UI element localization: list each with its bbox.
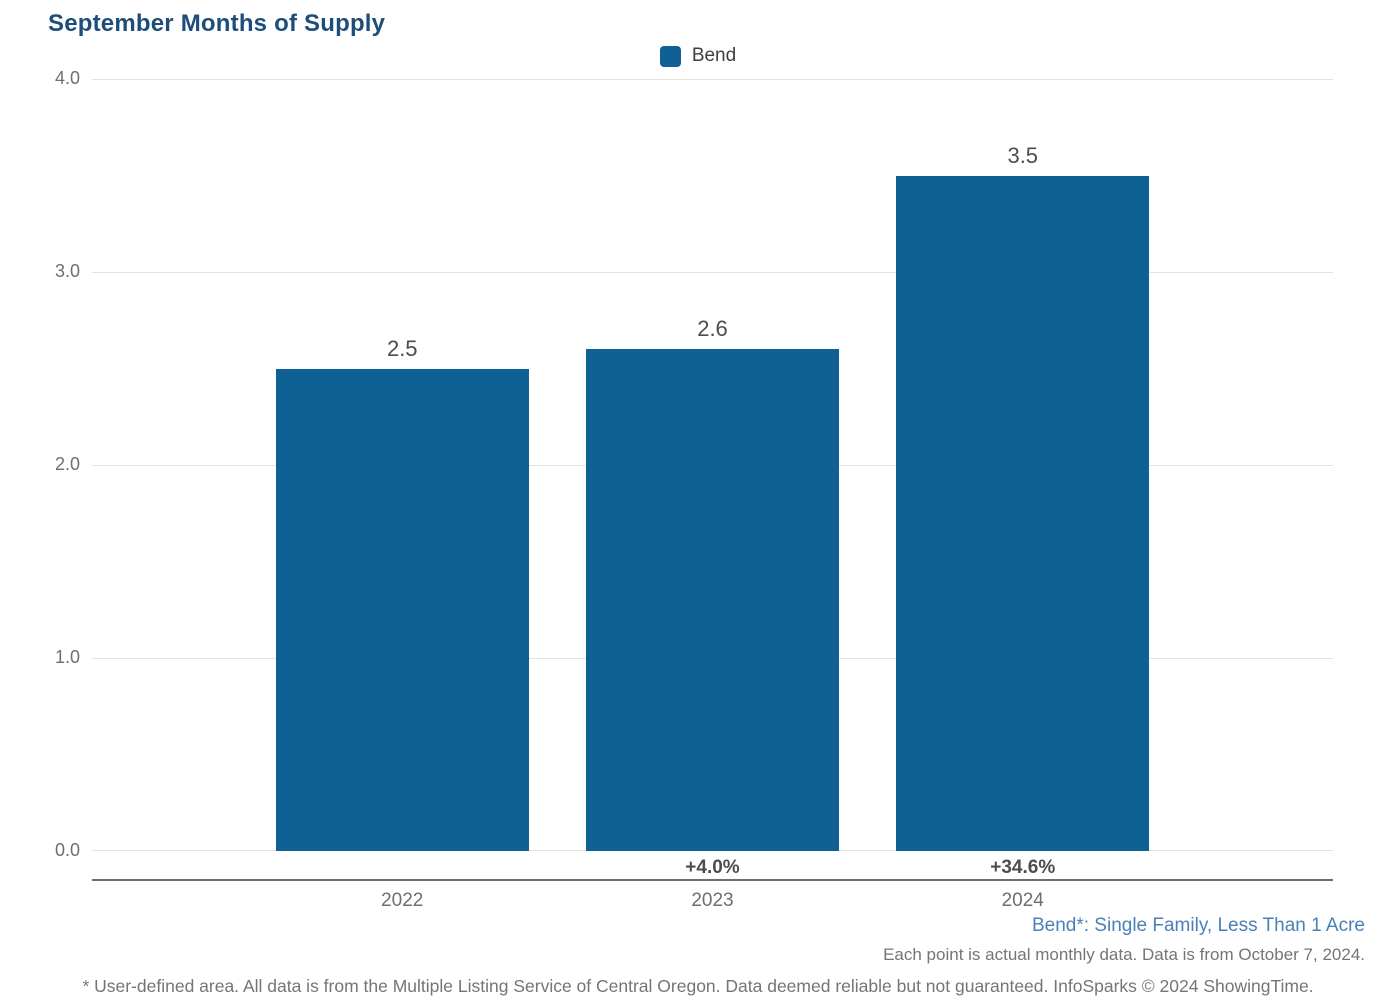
bar-2023[interactable]	[586, 349, 839, 851]
disclaimer-note: * User-defined area. All data is from th…	[82, 976, 1314, 996]
bar-value-label: 2.6	[697, 316, 728, 342]
legend-item-bend[interactable]: Bend	[659, 45, 737, 67]
legend-swatch-icon	[659, 45, 681, 67]
y-axis-tick-label: 1.0	[54, 647, 80, 667]
x-axis-label: 2022	[381, 890, 424, 911]
gridline-4.0	[92, 79, 1333, 80]
legend: Bend	[0, 45, 1396, 67]
y-axis-tick-label: 2.0	[54, 454, 80, 474]
change-label: +34.6%	[990, 857, 1056, 878]
gridline-3.0	[92, 272, 1333, 273]
x-axis-label: 2024	[1001, 890, 1044, 911]
y-axis-tick-label: 0.0	[54, 840, 80, 860]
x-axis-line	[92, 879, 1333, 881]
y-axis-tick-label: 4.0	[54, 68, 80, 88]
bar-value-label: 3.5	[1007, 142, 1039, 168]
series-definition-note: Bend*: Single Family, Less Than 1 Acre	[1031, 915, 1365, 936]
bar-value-label: 2.5	[386, 335, 418, 361]
data-source-note: Each point is actual monthly data. Data …	[883, 945, 1365, 964]
plot-area: 2.5 2.6 +4.0% 3.5 +34.6%	[92, 79, 1333, 878]
x-axis-label: 2023	[691, 890, 734, 911]
change-label: +4.0%	[685, 857, 740, 878]
bar-2022[interactable]	[275, 368, 529, 851]
chart-title: September Months of Supply	[48, 10, 386, 37]
legend-label: Bend	[691, 45, 737, 66]
bar-2024[interactable]	[896, 175, 1150, 851]
y-axis-tick-label: 3.0	[54, 261, 80, 281]
